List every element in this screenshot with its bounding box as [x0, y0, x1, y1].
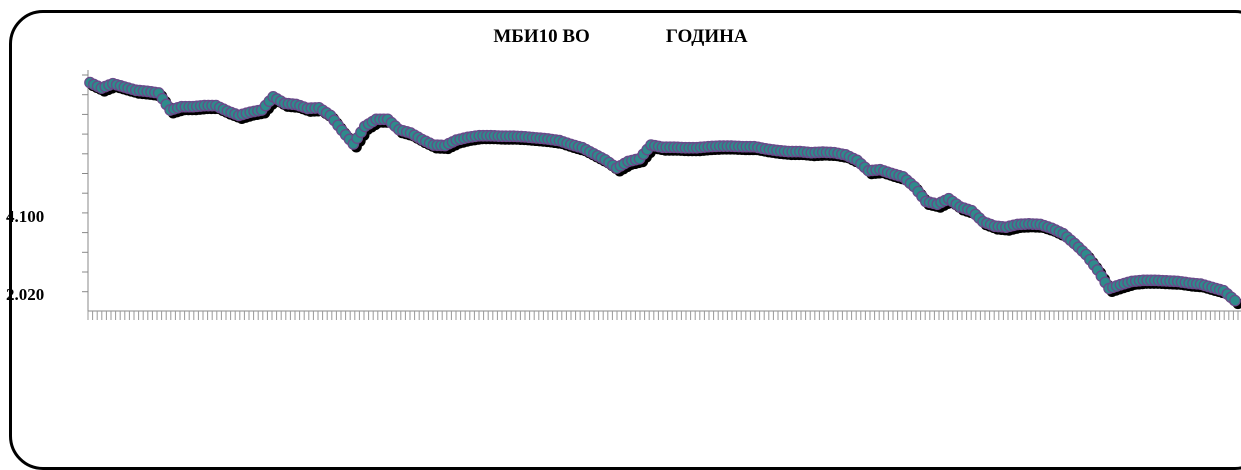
chart-plot: 4.100 2.020 — [0, 0, 1241, 441]
y-tick-label-4100: 4.100 — [6, 207, 44, 226]
data-point — [1230, 295, 1240, 305]
y-tick-label-2020: 2.020 — [6, 285, 44, 304]
data-points — [85, 77, 1240, 305]
